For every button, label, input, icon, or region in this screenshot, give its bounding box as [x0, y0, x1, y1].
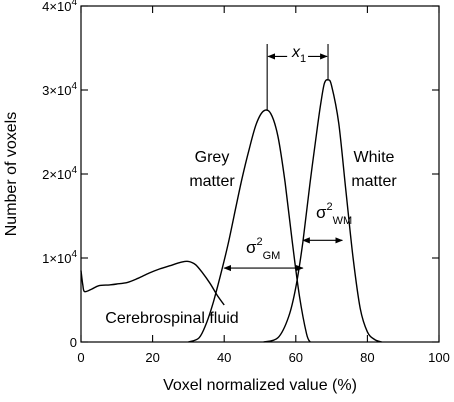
x-tick-label: 60 [289, 350, 303, 365]
white-matter-label-line2: matter [351, 173, 397, 190]
white-matter-label-line1: White [354, 149, 395, 166]
sigma-gm-symbol: σ [246, 238, 257, 257]
y-tick-label: 2×104 [42, 165, 77, 182]
x-tick-label: 80 [360, 350, 374, 365]
series-layer [80, 79, 382, 343]
grey-matter-label-line2: matter [189, 173, 235, 190]
x-tick-label: 40 [217, 350, 231, 365]
grey-matter-label-line1: Grey [195, 149, 230, 166]
y-tick-label: 3×104 [42, 81, 77, 98]
csf-curve [80, 260, 225, 306]
x1-label: x1 [291, 44, 306, 65]
x-axis-label: Voxel normalized value (%) [163, 377, 357, 394]
sigma-wm-superscript: 2 [327, 201, 333, 213]
x-tick-label: 0 [77, 350, 84, 365]
x1-subscript: 1 [300, 53, 306, 65]
sigma-gm-superscript: 2 [257, 236, 263, 248]
grey-matter-curve [188, 109, 311, 343]
sigma-gm-subscript: GM [263, 250, 281, 262]
annotation-layer [223, 44, 344, 272]
sigma-wm-subscript: WM [333, 215, 353, 227]
x1-symbol: x [291, 44, 301, 61]
axis-ticks [80, 5, 440, 343]
tick-labels: 0 20 40 60 80 100 0 1×104 2×104 3×104 4×104 [42, 0, 450, 365]
sigma-wm-label: σ2WM [316, 201, 352, 227]
y-axis-label: Number of voxels [3, 112, 20, 237]
sigma-gm-label: σ2GM [246, 236, 280, 262]
csf-label: Cerebrospinal fluid [105, 310, 238, 327]
x-tick-label: 20 [145, 350, 159, 365]
white-matter-curve [263, 79, 382, 343]
y-tick-label: 0 [70, 335, 77, 350]
y-tick-label: 1×104 [42, 249, 77, 266]
y-tick-label: 4×104 [42, 0, 77, 14]
x-tick-label: 100 [428, 350, 450, 365]
sigma-wm-symbol: σ [316, 203, 327, 222]
